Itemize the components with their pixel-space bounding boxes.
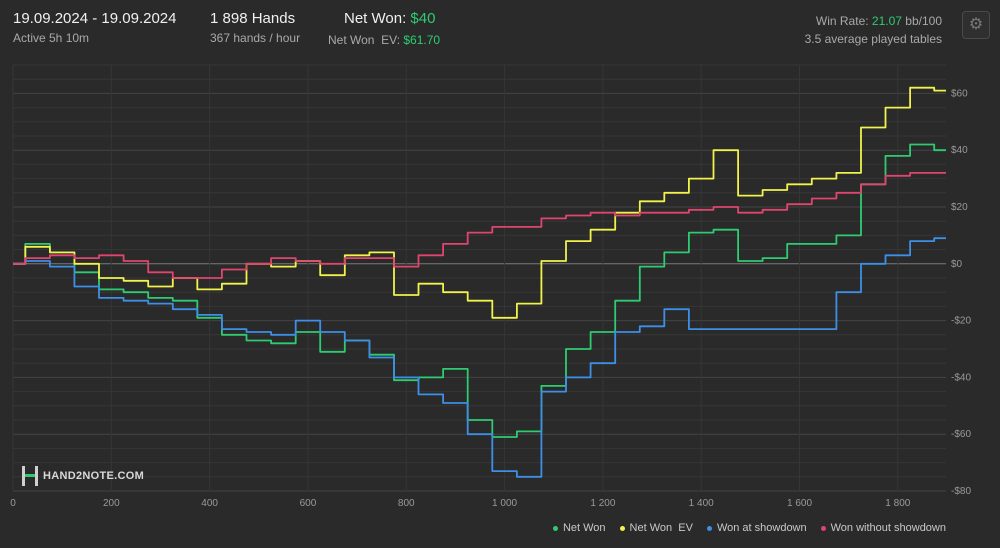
win-rate-unit: bb/100 <box>905 14 942 28</box>
y-tick-label: $60 <box>951 88 968 99</box>
x-axis: 0 200 400 600 800 1 000 1 200 1 400 1 600 1 800 <box>10 498 911 509</box>
gear-icon: ⚙ <box>968 16 984 33</box>
win-rate-label: Win Rate: <box>815 14 869 28</box>
chart-grid <box>12 64 946 492</box>
y-tick-label: $40 <box>951 145 968 156</box>
y-tick-label: -$60 <box>951 429 971 440</box>
x-tick-label: 200 <box>103 498 120 509</box>
logo-text: HAND2NOTE.COM <box>43 470 145 482</box>
x-tick-label: 600 <box>300 498 317 509</box>
legend-item[interactable]: Net Won EV <box>619 522 693 534</box>
legend-dot-icon <box>706 525 712 531</box>
win-rate-block: Win Rate: 21.07 bb/100 3.5 average playe… <box>805 12 942 48</box>
legend-dot-icon <box>552 525 558 531</box>
date-block: 19.09.2024 - 19.09.2024 Active 5h 10m <box>13 10 176 45</box>
x-tick-label: 1 000 <box>492 498 517 509</box>
y-tick-label: $0 <box>951 259 963 270</box>
y-tick-label: -$40 <box>951 372 971 383</box>
legend-item[interactable]: Won without showdown <box>820 522 946 534</box>
x-tick-label: 0 <box>10 498 16 509</box>
net-won: Net Won: $40 <box>344 10 435 27</box>
series-line-net-won-ev[interactable] <box>13 86 946 319</box>
hand2note-logo-icon <box>22 466 38 486</box>
x-tick-label: 400 <box>201 498 218 509</box>
x-tick-label: 1 200 <box>590 498 615 509</box>
chart-series <box>13 86 946 478</box>
average-tables: 3.5 average played tables <box>804 32 942 46</box>
date-range: 19.09.2024 - 19.09.2024 <box>13 10 177 27</box>
x-tick-label: 1 600 <box>787 498 812 509</box>
series-line-net-won[interactable] <box>13 143 946 438</box>
net-won-label: Net Won: <box>344 10 407 27</box>
net-won-ev: Net Won EV: $61.70 <box>328 33 440 47</box>
legend-label: Won at showdown <box>716 522 807 534</box>
y-tick-label: -$20 <box>951 316 971 327</box>
x-tick-label: 800 <box>398 498 415 509</box>
y-tick-label: -$80 <box>951 486 971 497</box>
legend-label: Won without showdown <box>830 522 946 534</box>
y-tick-label: $20 <box>951 202 968 213</box>
net-won-ev-value: $61.70 <box>403 33 441 47</box>
legend-item[interactable]: Won at showdown <box>706 522 807 534</box>
hand2note-logo: HAND2NOTE.COM <box>22 466 144 486</box>
y-axis: $60 $40 $20 $0 -$20 -$40 -$60 -$80 <box>951 88 971 497</box>
legend-label: Net Won EV <box>629 522 693 534</box>
net-won-ev-block: Net Won EV: $61.70 <box>328 33 440 47</box>
active-time: Active 5h 10m <box>13 31 90 45</box>
series-line-won-without-showdown[interactable] <box>13 172 946 279</box>
net-won-block: Net Won: $40 <box>344 10 435 27</box>
series-line-won-at-showdown[interactable] <box>13 237 946 478</box>
hands-block: 1 898 Hands 367 hands / hour <box>210 10 300 45</box>
net-won-ev-label: Net Won EV: <box>328 33 401 47</box>
settings-button[interactable]: ⚙ <box>962 11 990 39</box>
hands-per-hour: 367 hands / hour <box>210 31 301 45</box>
win-rate-value: 21.07 <box>871 14 902 28</box>
legend-label: Net Won <box>562 522 606 534</box>
win-rate: Win Rate: 21.07 bb/100 <box>805 12 942 30</box>
hands-count: 1 898 Hands <box>210 10 296 27</box>
net-won-value: $40 <box>410 10 436 27</box>
chart-legend: Net Won Net Won EV Won at showdown Won with… <box>552 522 946 534</box>
legend-item[interactable]: Net Won <box>552 522 606 534</box>
stats-header: 19.09.2024 - 19.09.2024 Active 5h 10m 1 … <box>0 0 1000 56</box>
legend-dot-icon <box>820 525 826 531</box>
legend-dot-icon <box>619 525 625 531</box>
x-tick-label: 1 800 <box>885 498 910 509</box>
x-tick-label: 1 400 <box>689 498 714 509</box>
